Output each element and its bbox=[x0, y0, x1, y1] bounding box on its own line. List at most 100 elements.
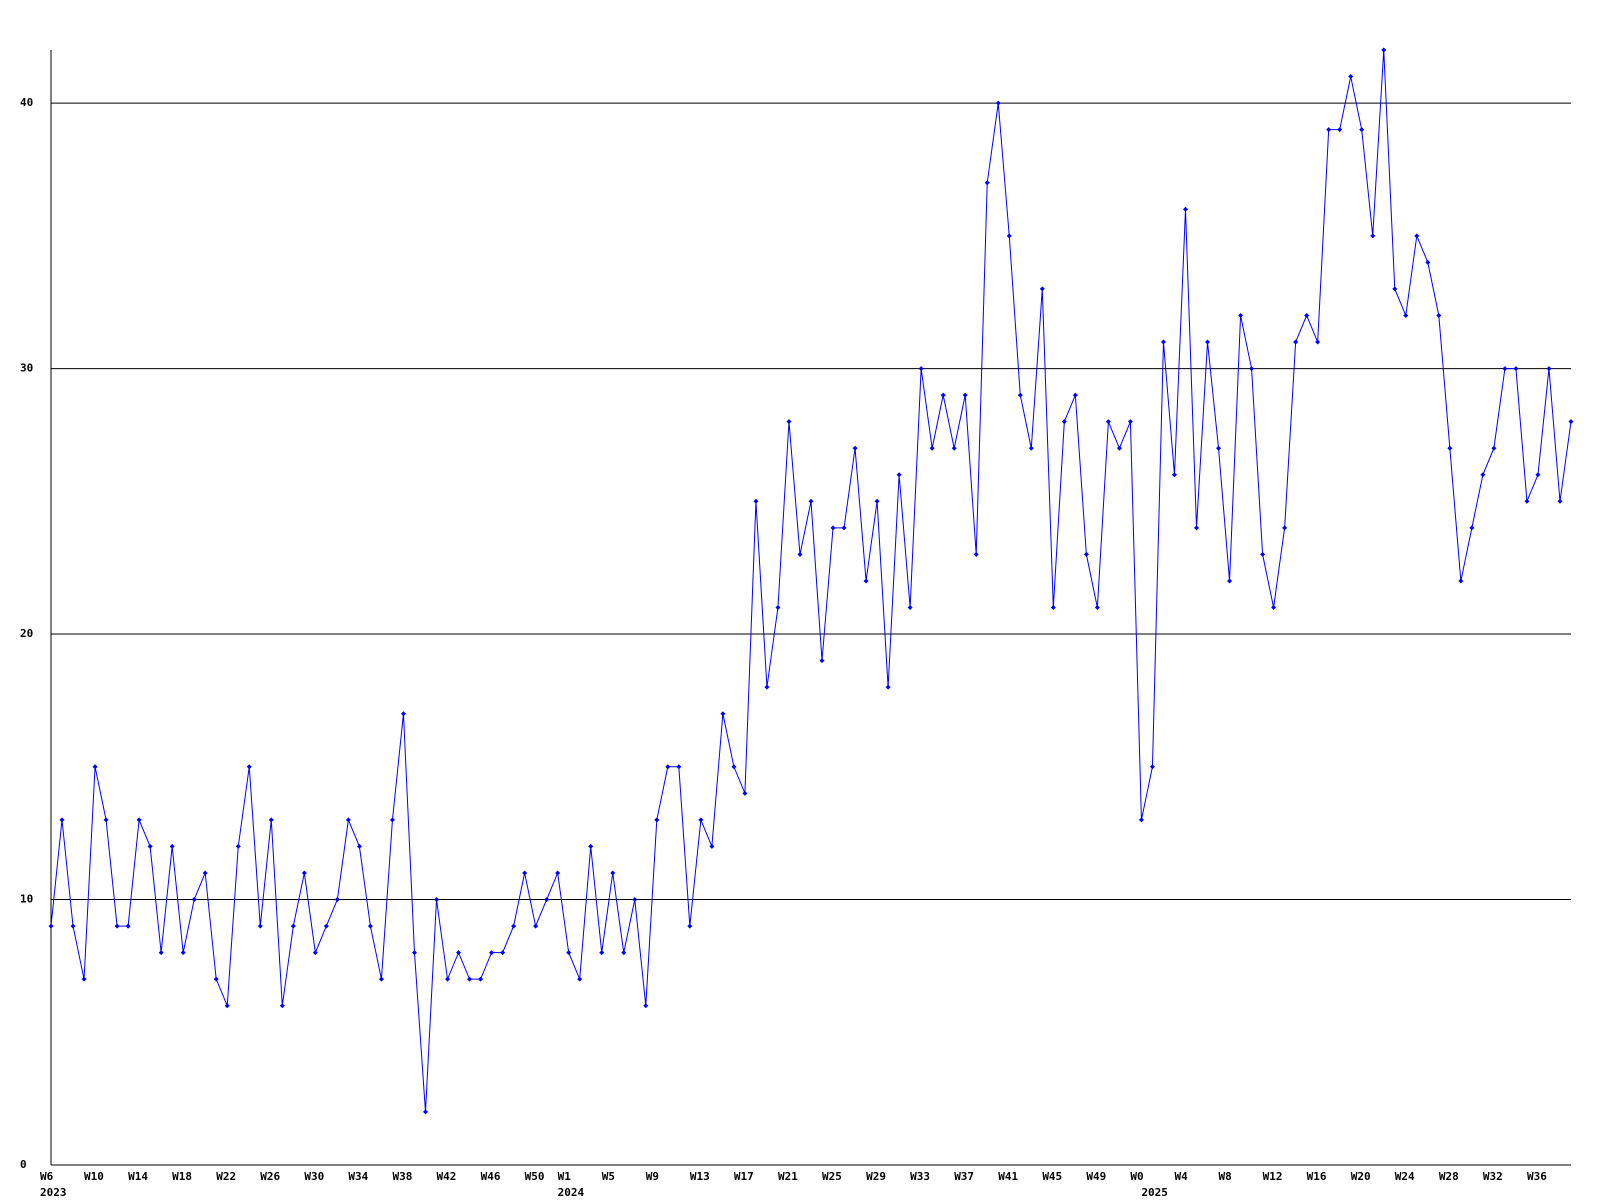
data-point bbox=[1072, 392, 1078, 398]
data-point bbox=[665, 764, 671, 770]
x-tick-label: W22 bbox=[216, 1170, 236, 1183]
data-point bbox=[169, 843, 175, 849]
x-year-label: 2025 bbox=[1141, 1186, 1168, 1199]
data-point bbox=[334, 897, 340, 903]
data-point bbox=[1205, 339, 1211, 345]
data-point bbox=[907, 605, 913, 610]
data-point bbox=[1182, 206, 1188, 212]
data-point bbox=[1039, 286, 1045, 292]
data-point bbox=[1249, 366, 1255, 372]
x-tick-label: W20 bbox=[1351, 1170, 1371, 1183]
data-point bbox=[59, 817, 65, 823]
data-point bbox=[1359, 127, 1365, 133]
data-point bbox=[136, 817, 142, 823]
x-tick-label: W4 bbox=[1174, 1170, 1188, 1183]
data-point bbox=[1502, 366, 1508, 372]
data-point bbox=[852, 445, 858, 451]
data-point bbox=[500, 950, 506, 956]
x-year-label: 2023 bbox=[40, 1186, 67, 1199]
x-tick-label: W26 bbox=[260, 1170, 280, 1183]
x-tick-label: W16 bbox=[1307, 1170, 1327, 1183]
data-point bbox=[1083, 551, 1089, 557]
data-point bbox=[279, 1003, 285, 1009]
data-point bbox=[1491, 445, 1497, 451]
data-point bbox=[588, 843, 594, 849]
data-point bbox=[962, 392, 968, 398]
x-tick-label: W24 bbox=[1395, 1170, 1415, 1183]
data-point bbox=[456, 950, 462, 956]
x-tick-label: W46 bbox=[481, 1170, 501, 1183]
data-point bbox=[1227, 578, 1233, 584]
data-point bbox=[1392, 286, 1398, 292]
x-tick-label: W28 bbox=[1439, 1170, 1459, 1183]
data-point bbox=[1348, 74, 1354, 80]
data-point bbox=[1568, 419, 1574, 425]
x-tick-label: W18 bbox=[172, 1170, 192, 1183]
data-point bbox=[478, 976, 484, 982]
x-tick-label: W17 bbox=[734, 1170, 754, 1183]
data-point bbox=[1293, 339, 1299, 345]
data-point bbox=[1028, 445, 1034, 451]
data-point bbox=[1149, 764, 1155, 770]
data-point bbox=[599, 950, 605, 956]
x-tick-label: W45 bbox=[1042, 1170, 1062, 1183]
data-point bbox=[1127, 419, 1133, 425]
data-point bbox=[1050, 605, 1056, 610]
data-point bbox=[1326, 127, 1332, 133]
data-point bbox=[819, 658, 825, 664]
data-point bbox=[1480, 472, 1486, 478]
data-point bbox=[775, 605, 781, 610]
data-point bbox=[81, 976, 87, 982]
data-point bbox=[1414, 233, 1420, 239]
data-point bbox=[1447, 445, 1453, 451]
data-point bbox=[48, 923, 54, 929]
x-tick-label: W38 bbox=[392, 1170, 412, 1183]
data-point bbox=[1337, 127, 1343, 133]
data-point bbox=[1216, 445, 1222, 451]
x-tick-label: W36 bbox=[1527, 1170, 1547, 1183]
data-point bbox=[434, 897, 440, 903]
data-point bbox=[1061, 419, 1067, 425]
data-point bbox=[301, 870, 307, 876]
data-point bbox=[929, 445, 935, 451]
x-tick-label: W50 bbox=[525, 1170, 545, 1183]
x-tick-label: W1 bbox=[558, 1170, 572, 1183]
data-point bbox=[709, 843, 715, 849]
data-point bbox=[1194, 525, 1200, 531]
y-tick-label: 40 bbox=[20, 96, 33, 109]
data-point bbox=[158, 950, 164, 956]
y-tick-label: 30 bbox=[20, 362, 33, 375]
data-point bbox=[411, 950, 417, 956]
x-tick-label: W33 bbox=[910, 1170, 930, 1183]
x-tick-label: W12 bbox=[1263, 1170, 1283, 1183]
data-point bbox=[92, 764, 98, 770]
data-point bbox=[764, 684, 770, 690]
data-point bbox=[290, 923, 296, 929]
data-point bbox=[951, 445, 957, 451]
data-point bbox=[202, 870, 208, 876]
data-point bbox=[973, 551, 979, 557]
data-point bbox=[422, 1109, 428, 1115]
data-point bbox=[445, 976, 451, 982]
data-point bbox=[687, 923, 693, 929]
data-point bbox=[1436, 312, 1442, 318]
data-point bbox=[555, 870, 561, 876]
data-point bbox=[610, 870, 616, 876]
data-point bbox=[125, 923, 131, 929]
data-point bbox=[191, 897, 197, 903]
x-year-label: 2024 bbox=[558, 1186, 585, 1199]
data-point bbox=[180, 950, 186, 956]
x-tick-label: W14 bbox=[128, 1170, 148, 1183]
data-point bbox=[1370, 233, 1376, 239]
x-tick-label: W13 bbox=[690, 1170, 710, 1183]
data-point bbox=[378, 976, 384, 982]
data-point bbox=[698, 817, 704, 823]
data-point bbox=[577, 976, 583, 982]
data-point bbox=[797, 551, 803, 557]
data-point bbox=[323, 923, 329, 929]
data-point bbox=[720, 711, 726, 717]
data-point bbox=[114, 923, 120, 929]
data-point bbox=[1546, 366, 1552, 372]
data-point bbox=[1458, 578, 1464, 584]
